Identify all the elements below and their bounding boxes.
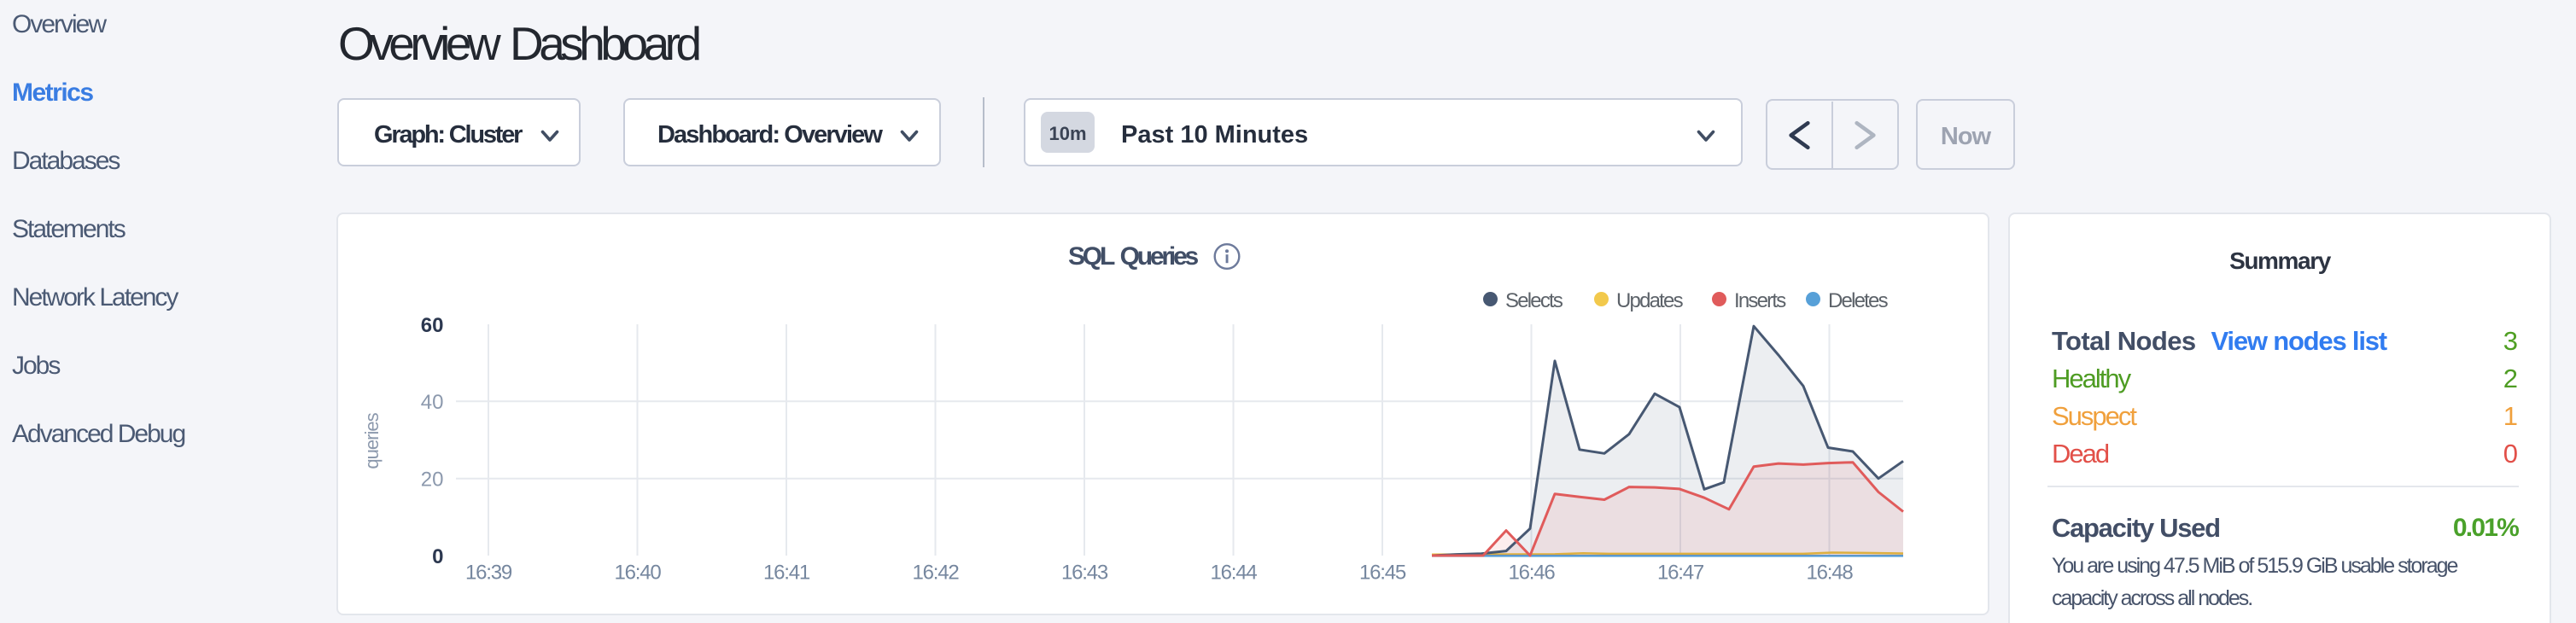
svg-text:queries: queries <box>361 412 383 469</box>
svg-text:16:48: 16:48 <box>1806 562 1853 585</box>
svg-text:16:41: 16:41 <box>763 562 810 585</box>
svg-text:16:46: 16:46 <box>1508 562 1555 585</box>
svg-text:16:47: 16:47 <box>1657 562 1704 585</box>
svg-text:16:44: 16:44 <box>1210 562 1257 585</box>
svg-text:40: 40 <box>421 391 444 414</box>
svg-text:16:39: 16:39 <box>465 562 512 585</box>
svg-text:16:40: 16:40 <box>614 562 661 585</box>
svg-text:60: 60 <box>421 314 444 337</box>
svg-text:16:45: 16:45 <box>1359 562 1406 585</box>
svg-text:0: 0 <box>432 545 443 568</box>
svg-text:20: 20 <box>421 468 444 491</box>
svg-text:16:43: 16:43 <box>1061 562 1108 585</box>
svg-text:16:42: 16:42 <box>912 562 959 585</box>
